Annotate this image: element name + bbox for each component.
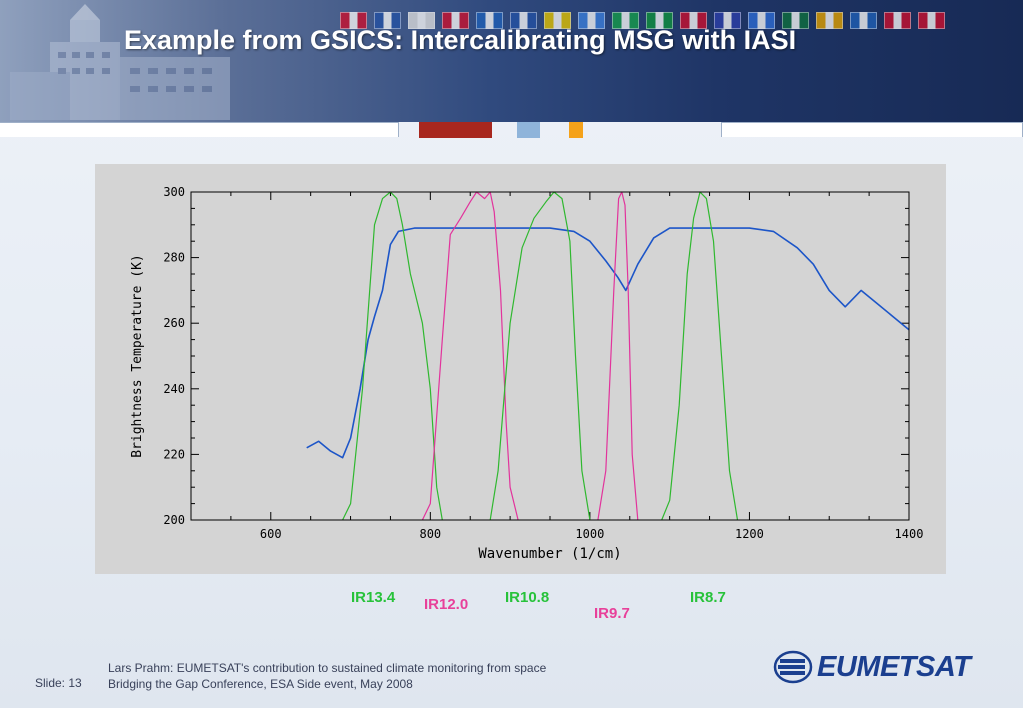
- series-ir8-7: [661, 191, 739, 521]
- flag-icon: [442, 12, 469, 29]
- x-axis-label: Wavenumber (1/cm): [478, 546, 621, 562]
- flag-row: [340, 12, 945, 29]
- flag-icon: [374, 12, 401, 29]
- y-tick-label: 260: [163, 316, 185, 330]
- x-tick-label: 1200: [735, 527, 764, 541]
- x-tick-label: 800: [419, 527, 441, 541]
- flag-icon: [918, 12, 945, 29]
- header-stripe: [0, 122, 1023, 138]
- logo-icon: [773, 650, 813, 684]
- flag-icon: [578, 12, 605, 29]
- building-photo: [10, 4, 230, 120]
- flag-icon: [646, 12, 673, 29]
- flag-icon: [850, 12, 877, 29]
- flag-icon: [680, 12, 707, 29]
- flag-icon: [884, 12, 911, 29]
- series-ir9-7: [597, 191, 639, 521]
- band-label-ir10-8: IR10.8: [505, 589, 550, 606]
- flag-icon: [748, 12, 775, 29]
- stripe-line-left: [0, 122, 399, 137]
- series-ir10-8: [489, 191, 591, 521]
- flag-icon: [714, 12, 741, 29]
- chart-panel: 200 220 240 260 280 300 600 800 1000 1200 1400 Wave…: [95, 164, 946, 574]
- flag-icon: [476, 12, 503, 29]
- series-iasi-spectrum: [306, 227, 910, 459]
- x-tick-label: 1400: [895, 527, 924, 541]
- plot-frame: [190, 191, 910, 521]
- flag-icon: [782, 12, 809, 29]
- footer-line-2: Bridging the Gap Conference, ESA Side ev…: [108, 677, 413, 691]
- band-label-ir9-7: IR9.7: [594, 605, 630, 622]
- flag-icon: [408, 12, 435, 29]
- band-label-ir8-7: IR8.7: [690, 589, 726, 606]
- x-tick-label: 1000: [575, 527, 604, 541]
- flag-icon: [816, 12, 843, 29]
- footer-line-1: Lars Prahm: EUMETSAT's contribution to s…: [108, 661, 547, 675]
- y-tick-label: 220: [163, 447, 185, 461]
- flag-icon: [340, 12, 367, 29]
- header-banner: Example from GSICS: Intercalibrating MSG…: [0, 0, 1023, 122]
- band-label-ir12-0: IR12.0: [424, 596, 469, 613]
- logo-text: EUMETSAT: [817, 650, 971, 683]
- y-tick-label: 280: [163, 251, 185, 265]
- y-tick-label: 240: [163, 382, 185, 396]
- series-ir13-4: [342, 191, 443, 521]
- stripe-block-orange: [569, 122, 583, 138]
- y-tick-label: 300: [163, 185, 185, 199]
- y-axis-label: Brightness Temperature (K): [130, 254, 145, 458]
- footer-credit: Lars Prahm: EUMETSAT's contribution to s…: [108, 660, 546, 692]
- slide-number: Slide: 13: [35, 676, 82, 690]
- page-title: Example from GSICS: Intercalibrating MSG…: [124, 25, 797, 55]
- x-tick-label: 600: [260, 527, 282, 541]
- stripe-line-right: [721, 122, 1023, 137]
- flag-icon: [510, 12, 537, 29]
- eumetsat-logo: EUMETSAT: [773, 650, 971, 684]
- flag-icon: [544, 12, 571, 29]
- stripe-block-red: [419, 122, 492, 138]
- stripe-block-blue: [517, 122, 540, 138]
- band-label-ir13-4: IR13.4: [351, 589, 396, 606]
- spectrum-chart: 200 220 240 260 280 300 600 800 1000 1200 1400 Wave…: [130, 185, 924, 562]
- y-tick-label: 200: [163, 513, 185, 527]
- flag-icon: [612, 12, 639, 29]
- series-ir12-0: [421, 191, 519, 521]
